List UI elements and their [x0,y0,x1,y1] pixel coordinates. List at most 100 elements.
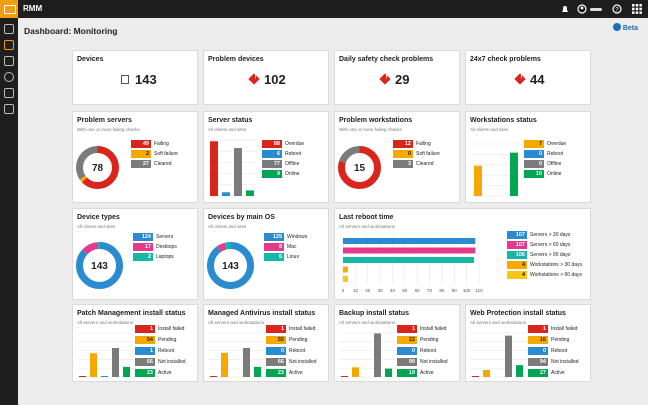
bar[interactable] [210,141,218,196]
user-icon[interactable] [577,4,587,14]
legend-item[interactable]: 107 Servers > 60 days [507,241,597,249]
legend-item[interactable]: 1 Install failed [266,325,356,333]
bar[interactable] [385,368,392,377]
bar[interactable] [343,247,476,254]
legend-item[interactable]: 17 Desktops [133,243,223,251]
legend-item[interactable]: 3 Cleared [393,160,483,168]
bar[interactable] [343,266,348,273]
legend-item[interactable]: 0 Reboot [266,347,356,355]
legend-item[interactable]: 66 Not installed [135,358,225,366]
bar[interactable] [90,353,97,377]
legend-item[interactable]: 4 Workstations > 60 days [507,271,597,279]
bar[interactable] [210,376,217,377]
legend-item[interactable]: 49 Failing [131,140,221,148]
stat-card-devices[interactable]: Devices 143 [72,50,198,105]
legend-item[interactable]: 66 Not installed [266,358,356,366]
bar[interactable] [79,376,86,377]
legend-item[interactable]: 2 Soft failure [131,150,221,158]
bar[interactable] [234,148,242,196]
bar[interactable] [510,152,518,196]
legend-item[interactable]: 129 Windows [264,233,354,241]
card-last-reboot[interactable]: Last reboot time All servers and worksta… [334,208,591,300]
legend-item[interactable]: 27 Active [528,369,618,377]
legend-item[interactable]: 106 Servers > 90 days [507,251,597,259]
bar[interactable] [483,369,490,377]
legend-item[interactable]: 54 Pending [135,336,225,344]
user-menu[interactable] [590,8,602,11]
bar[interactable] [101,376,108,377]
legend-item[interactable]: 12 Failing [393,140,483,148]
bar[interactable] [474,165,482,196]
donut-slice[interactable] [206,241,254,289]
legend-item[interactable]: 1 Install failed [528,325,618,333]
bar[interactable] [243,347,250,377]
stat-card-problem-devices[interactable]: Problem devices 102 [203,50,329,105]
card-webprotection-install[interactable]: Web Protection install status All server… [465,304,591,382]
bar[interactable] [254,366,261,377]
bar[interactable] [343,276,348,282]
legend-item[interactable]: 0 Reboot [528,347,618,355]
legend-item[interactable]: 94 Not installed [528,358,618,366]
card-patch-install[interactable]: Patch Management install status All serv… [72,304,198,382]
legend-item[interactable]: 124 Servers [133,233,223,241]
bar[interactable] [221,352,228,377]
legend-item[interactable]: 23 Active [135,369,225,377]
legend-item[interactable]: 22 Pending [397,336,487,344]
bar[interactable] [343,257,475,263]
bar[interactable] [352,367,359,377]
legend-item[interactable]: 1 Install failed [135,325,225,333]
bar[interactable] [341,376,348,377]
help-icon[interactable]: ? [612,4,622,14]
card-problem-servers[interactable]: Problem servers With one or more failing… [72,111,198,203]
bar[interactable] [123,366,130,377]
dashboard-nav-icon[interactable] [4,40,14,50]
legend-item[interactable]: 6 Reboot [262,150,352,158]
legend-item[interactable]: 0 Soft failure [393,150,483,158]
legend-item[interactable]: 23 Active [266,369,356,377]
card-antivirus-install[interactable]: Managed Antivirus install status All ser… [203,304,329,382]
apps-grid-icon[interactable] [632,4,642,14]
legend-item[interactable]: 19 Active [397,369,487,377]
reports-nav-icon[interactable] [4,104,14,114]
stat-card-24x7[interactable]: 24x7 check problems 44 [465,50,591,105]
legend-item[interactable]: 2 Laptops [133,253,223,261]
card-backup-install[interactable]: Backup install status All servers and wo… [334,304,460,382]
legend-item[interactable]: 0 Reboot [524,150,614,158]
legend-item[interactable]: 4 Workstations > 30 days [507,261,597,269]
legend-item[interactable]: 7 Overdue [524,140,614,148]
bar[interactable] [222,192,230,196]
filter-nav-icon[interactable] [4,56,14,66]
bar[interactable] [374,333,381,377]
legend-item[interactable]: 9 Online [262,170,352,178]
bar[interactable] [516,365,523,377]
legend-item[interactable]: 6 Linux [264,253,354,261]
legend-item[interactable]: 107 Servers > 30 days [507,231,597,239]
stat-card-daily-safety[interactable]: Daily safety check problems 29 [334,50,460,105]
legend-item[interactable]: 0 Offline [524,160,614,168]
devices-nav-icon[interactable] [4,24,14,34]
legend-item[interactable]: 77 Offline [262,160,352,168]
beta-link[interactable]: Beta [612,23,638,32]
card-problem-workstations[interactable]: Problem workstations With one or more fa… [334,111,460,203]
network-nav-icon[interactable] [4,72,14,82]
legend-item[interactable]: 1 Install failed [397,325,487,333]
legend-item[interactable]: 88 Overdue [262,140,352,148]
chat-nav-icon[interactable] [4,88,14,98]
bar[interactable] [505,335,512,377]
legend-item[interactable]: 8 Mac [264,243,354,251]
legend-item[interactable]: 55 Pending [266,336,356,344]
bar[interactable] [472,376,479,377]
legend-item[interactable]: 0 Reboot [397,347,487,355]
legend-item[interactable]: 16 Pending [528,336,618,344]
bar[interactable] [343,238,476,244]
card-workstations-status[interactable]: Workstations status All clients and site… [465,111,591,203]
bar[interactable] [112,347,119,377]
bell-icon[interactable] [560,4,570,14]
legend-item[interactable]: 10 Online [524,170,614,178]
legend-item[interactable]: 1 Reboot [135,347,225,355]
card-server-status[interactable]: Server status All clients and sites 88 Ov… [203,111,329,203]
card-device-types[interactable]: Device types All clients and sites 143 12… [72,208,198,300]
app-logo-icon[interactable] [0,0,18,18]
donut-slice[interactable] [75,241,123,289]
legend-item[interactable]: 27 Cleared [131,160,221,168]
